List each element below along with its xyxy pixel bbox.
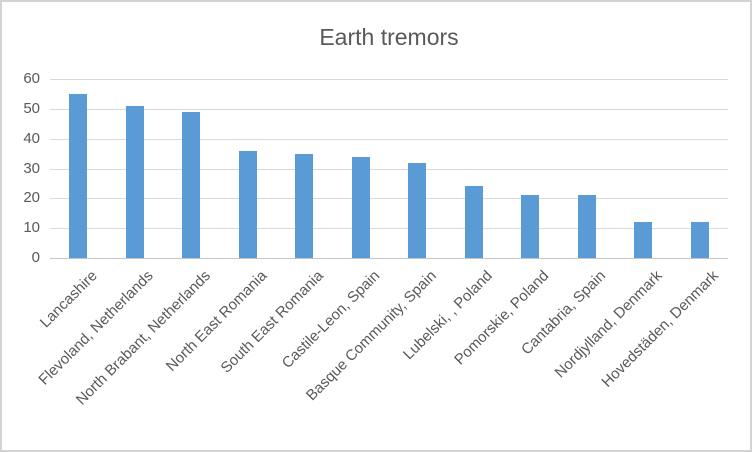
x-axis-category-label: North East Romania (162, 267, 271, 375)
y-axis-tick-label: 0 (31, 249, 40, 266)
bar-4 (238, 150, 257, 258)
bar-1 (69, 93, 88, 258)
gridline-y-50 (50, 108, 728, 110)
x-axis-category-label: Castile-Leon, Spain (278, 267, 384, 372)
x-axis-line (50, 258, 728, 259)
gridline-y-10 (50, 228, 728, 230)
bar-10 (577, 195, 596, 258)
gridline-y-30 (50, 168, 728, 170)
bar-12 (690, 222, 709, 258)
x-axis-category-label: Nordjylland, Denmark (551, 267, 666, 382)
y-axis-tick-label: 40 (23, 129, 40, 147)
x-axis-category-label: Hovedstäden, Denmark (598, 267, 723, 391)
x-axis-category-label: Flevoland, Netherlands (35, 267, 158, 389)
y-axis-tick-label: 60 (23, 70, 40, 87)
gridline-y-40 (50, 138, 728, 140)
bar-2 (125, 105, 144, 258)
bar-11 (634, 222, 653, 258)
x-axis-category-label: South East Romania (217, 267, 327, 377)
bar-9 (521, 195, 540, 258)
bar-7 (408, 162, 427, 258)
y-axis-tick-label: 30 (23, 159, 40, 177)
gridline-y-60 (50, 79, 728, 80)
y-axis-tick-label: 10 (23, 219, 40, 237)
bar-3 (182, 111, 201, 258)
bar-6 (351, 156, 370, 258)
bar-8 (464, 186, 483, 258)
y-axis-tick-label: 20 (23, 189, 40, 207)
y-axis-tick-label: 50 (23, 99, 40, 117)
gridline-y-20 (50, 198, 728, 200)
bar-5 (295, 153, 314, 258)
chart-title: Earth tremors (319, 24, 459, 50)
